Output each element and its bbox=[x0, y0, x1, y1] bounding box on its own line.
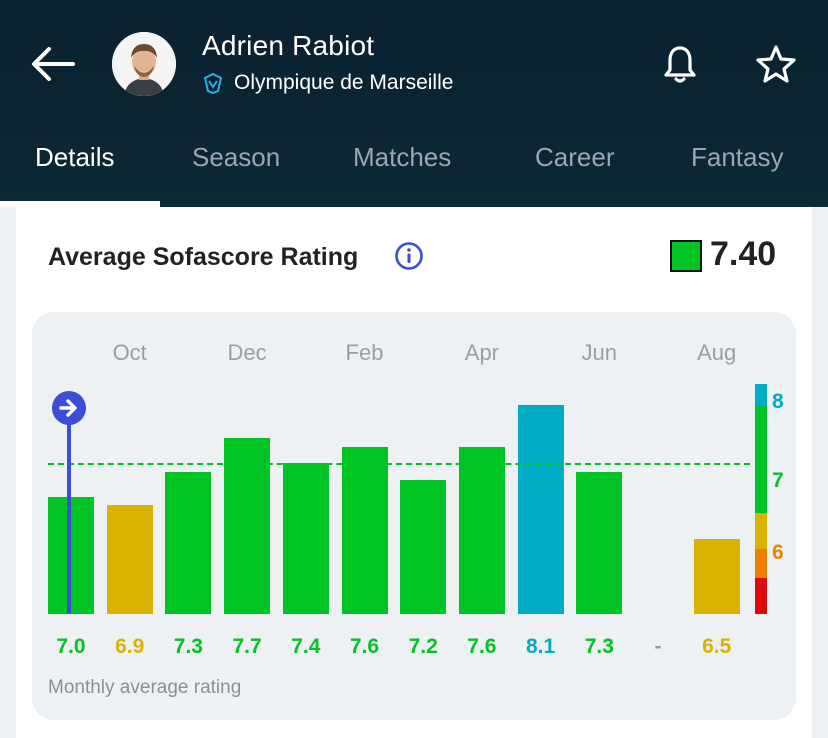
bar-value-label: 7.4 bbox=[291, 635, 321, 658]
bar-value-label: 7.7 bbox=[232, 635, 262, 658]
rating-scale-segment bbox=[755, 405, 767, 514]
tab-season[interactable]: Season bbox=[192, 142, 281, 172]
monthly-rating-chart: Monthly average rating Oct Dec Feb Apr Jun Au… bbox=[32, 312, 796, 720]
rating-bar[interactable] bbox=[282, 463, 329, 614]
month-label: Jun bbox=[581, 340, 618, 365]
bar-value-label: 7.6 bbox=[467, 635, 497, 658]
month-label: Dec bbox=[227, 340, 267, 365]
bar-value-label: 8.1 bbox=[525, 635, 556, 658]
tab-career[interactable]: Career bbox=[535, 142, 615, 172]
rating-bar[interactable] bbox=[458, 446, 505, 614]
rating-scale-label: 7 bbox=[772, 469, 784, 493]
rating-scale-segment bbox=[755, 513, 767, 550]
rating-bar[interactable] bbox=[517, 404, 564, 614]
club-crest-icon bbox=[203, 72, 223, 94]
card-title: Average Sofascore Rating bbox=[48, 243, 359, 271]
rating-scale-label: 8 bbox=[772, 389, 784, 413]
arrow-right-icon bbox=[59, 399, 77, 417]
active-tab-indicator bbox=[0, 201, 160, 207]
rating-scale-segment bbox=[755, 578, 767, 614]
rating-bar[interactable] bbox=[106, 505, 153, 614]
bar-value-label: 6.5 bbox=[702, 635, 732, 658]
tab-details[interactable]: Details bbox=[35, 142, 115, 172]
rating-bar[interactable] bbox=[341, 446, 388, 614]
club-link[interactable]: Olympique de Marseille bbox=[202, 70, 453, 96]
chart-footnote: Monthly average rating bbox=[48, 677, 242, 698]
bar-value-label: 7.2 bbox=[408, 635, 438, 658]
bar-value-label: 7.3 bbox=[173, 635, 203, 658]
average-rating-line bbox=[48, 463, 750, 466]
rating-card: Average Sofascore Rating 7.40 Monthly av… bbox=[16, 207, 812, 738]
rating-bar[interactable] bbox=[576, 471, 623, 614]
back-button[interactable] bbox=[24, 38, 80, 90]
current-period-marker[interactable] bbox=[52, 391, 86, 425]
player-header: Adrien Rabiot Olympique de Marseille Det… bbox=[0, 0, 828, 207]
bell-icon bbox=[664, 46, 696, 83]
rating-bar[interactable] bbox=[693, 538, 740, 614]
rating-scale-label: 6 bbox=[772, 540, 784, 564]
bar-value-label: 6.9 bbox=[115, 635, 145, 658]
bar-value-label: 7.6 bbox=[349, 635, 380, 658]
month-label: Apr bbox=[464, 340, 500, 365]
month-label: Feb bbox=[345, 340, 384, 365]
player-name: Adrien Rabiot bbox=[202, 30, 375, 61]
bar-value-label: 7.3 bbox=[584, 635, 614, 658]
overall-rating-swatch bbox=[670, 240, 702, 272]
month-label: Oct bbox=[112, 340, 147, 365]
favorite-button[interactable] bbox=[750, 40, 802, 88]
club-name: Olympique de Marseille bbox=[234, 71, 454, 94]
overall-rating-value: 7.40 bbox=[710, 235, 777, 273]
rating-scale-segment bbox=[755, 549, 767, 579]
rating-bar[interactable] bbox=[224, 438, 271, 614]
bar-value-label: - bbox=[654, 635, 662, 658]
current-period-marker-line bbox=[67, 408, 71, 614]
rating-bar[interactable] bbox=[165, 471, 212, 614]
tab-matches[interactable]: Matches bbox=[353, 142, 452, 172]
tab-bar: Details Season Matches Career Fantasy bbox=[0, 128, 828, 207]
rating-bar[interactable] bbox=[400, 480, 447, 614]
notifications-button[interactable] bbox=[656, 40, 704, 88]
player-avatar bbox=[112, 32, 176, 96]
rating-bar[interactable] bbox=[48, 496, 94, 614]
star-icon bbox=[756, 45, 796, 83]
info-icon[interactable] bbox=[394, 241, 424, 271]
bar-value-label: 7.0 bbox=[56, 635, 86, 658]
month-label: Aug bbox=[697, 340, 737, 365]
rating-scale-segment bbox=[755, 384, 767, 406]
tab-fantasy[interactable]: Fantasy bbox=[691, 142, 784, 172]
arrow-left-icon bbox=[32, 47, 75, 81]
